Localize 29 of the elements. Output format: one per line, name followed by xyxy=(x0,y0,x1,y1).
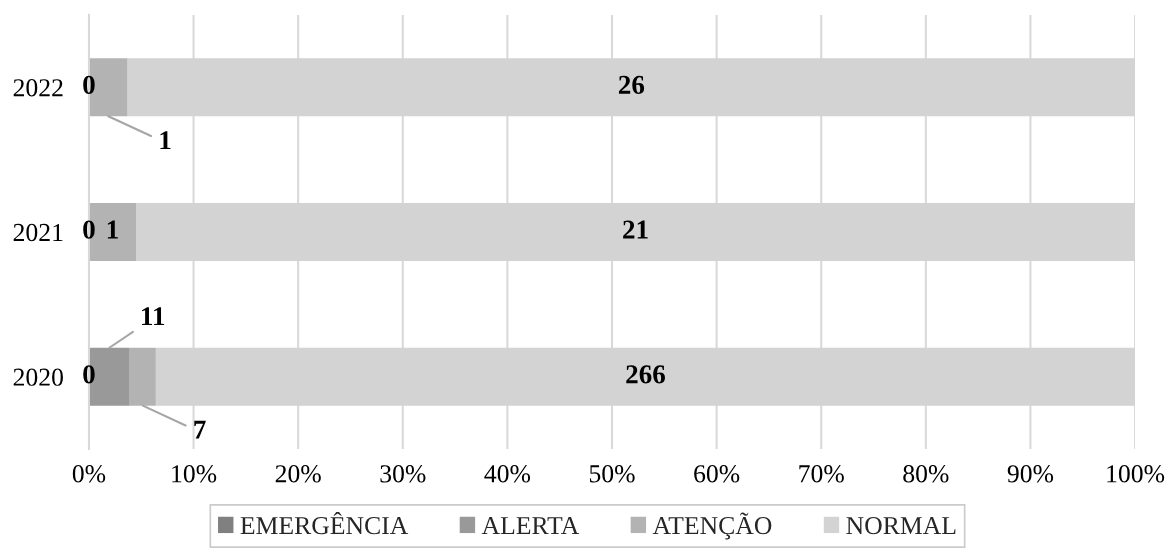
annotation: 1 xyxy=(160,131,171,150)
x-tick-label: 10% xyxy=(172,465,217,483)
x-tick-label: 90% xyxy=(1007,465,1054,483)
y-tick-label: 2021 xyxy=(13,223,63,242)
bar xyxy=(129,347,156,406)
annotation: 26 xyxy=(618,75,645,95)
annotation: 11 xyxy=(142,307,165,326)
annotation: 0 xyxy=(83,365,95,384)
x-tick-label: 70% xyxy=(799,465,844,483)
x-tick-label: 60% xyxy=(694,465,740,483)
x-tick-label: 40% xyxy=(484,465,531,483)
x-tick-label: 100% xyxy=(1107,465,1165,483)
x-tick-label: 30% xyxy=(380,465,426,483)
annotation: 0 xyxy=(83,75,95,95)
y-tick-label: 2020 xyxy=(13,368,63,386)
x-tick-label: 0% xyxy=(72,465,106,483)
annotation: 21 xyxy=(623,220,648,239)
x-tick-label: 50% xyxy=(589,465,635,483)
x-tick-label: 20% xyxy=(275,465,321,483)
annotation: 0 xyxy=(83,220,95,239)
legend-label: ALERTA xyxy=(481,517,580,534)
annotation: 266 xyxy=(626,365,665,384)
legend-label: ATENÇÃO xyxy=(652,512,772,540)
x-tick-label: 80% xyxy=(903,465,949,483)
annotation: 1 xyxy=(107,220,118,239)
legend-label: NORMAL xyxy=(846,516,956,535)
y-tick-label: 2022 xyxy=(13,79,63,97)
legend-label: EMERGÊNCIA xyxy=(240,511,409,535)
annotation: 7 xyxy=(194,420,206,439)
